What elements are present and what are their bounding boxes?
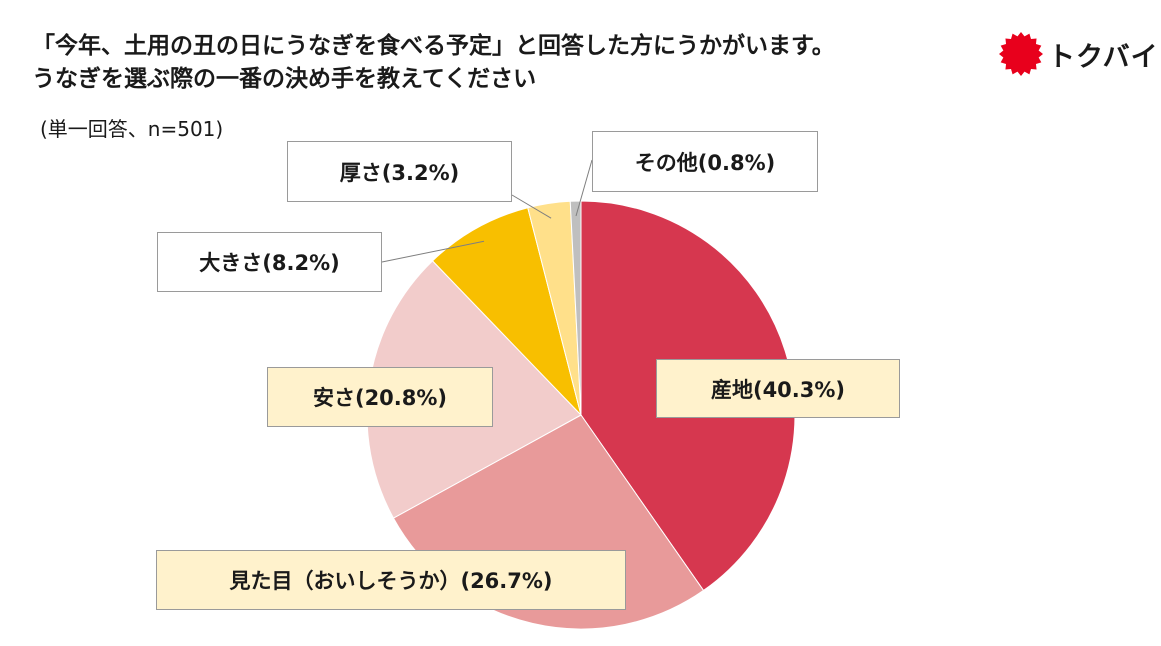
leader-line [381,240,485,263]
logo-text: トクバイ [1048,41,1159,73]
chart-title: 「今年、土用の丑の日にうなぎを食べる予定」と回答した方にうかがいます。 うなぎを… [32,30,992,96]
label-sonota: その他(0.8%) [592,131,818,192]
chart-title-line2: うなぎを選ぶ際の一番の決め手を教えてください [32,66,537,92]
pie-slice [569,200,582,416]
label-yasusa: 安さ(20.8%) [267,367,493,427]
leader-line [575,159,593,217]
label-ookisa: 大きさ(8.2%) [157,232,382,292]
leader-line [511,194,552,219]
chart-title-line1: 「今年、土用の丑の日にうなぎを食べる予定」と回答した方にうかがいます。 [32,33,835,59]
chart-subtitle: (単一回答、n=501) [40,117,224,141]
starburst-icon [999,32,1043,76]
label-sanchi: 産地(40.3%) [656,359,900,418]
pie-slice [431,207,582,417]
label-atsusa: 厚さ(3.2%) [287,141,512,202]
tokubai-logo: トクバイ [998,30,1159,78]
label-mitame: 見た目（おいしそうか）(26.7%) [156,550,626,610]
